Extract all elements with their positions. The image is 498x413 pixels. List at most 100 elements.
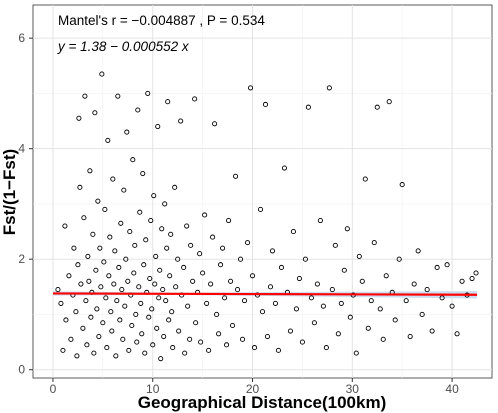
data-point [469,275,475,282]
data-point [149,306,155,312]
data-point [173,284,179,290]
data-point [100,320,106,326]
data-point [439,295,445,301]
data-point [218,262,224,268]
data-point [341,267,347,273]
data-point [106,273,112,279]
data-point [76,115,82,121]
data-point [329,287,335,293]
data-point [136,284,142,290]
data-point [175,256,181,262]
data-point [332,242,338,248]
data-point [287,328,293,334]
data-point [98,284,104,290]
data-point [60,347,66,353]
data-point [166,317,172,323]
data-point [163,298,169,304]
x-tick-label: 30 [346,382,360,396]
data-point [200,270,206,276]
data-point [302,256,308,262]
data-point [251,345,258,351]
data-point [152,281,158,287]
data-point [93,267,99,273]
data-point [104,345,110,351]
data-point [121,187,127,193]
data-point [114,298,120,304]
data-point [222,295,228,301]
data-point [96,334,102,340]
data-point [165,99,171,105]
plot-area [32,4,493,379]
data-point [160,287,166,293]
data-point [185,303,191,309]
data-point [317,217,323,224]
data-point [278,264,285,271]
data-point [434,264,440,271]
data-point [293,306,299,312]
data-point [140,170,146,177]
data-point [449,303,455,309]
data-point [97,245,103,251]
data-point [92,110,98,116]
data-point [305,104,311,110]
data-point [138,300,144,306]
data-point [90,231,96,237]
data-point [77,184,83,190]
data-point [162,201,168,207]
data-point [347,314,353,320]
data-point [157,267,163,273]
data-point [99,71,105,77]
data-point [239,336,246,342]
data-point [158,356,164,362]
data-point [154,325,160,331]
y-axis-ticks: 0 2 4 6 [18,31,33,377]
data-point [118,220,124,226]
data-point [130,157,136,163]
data-point [396,256,402,262]
data-point [429,328,435,334]
data-point [139,331,145,337]
data-point [71,245,77,251]
y-axis-title: Fst/(1−Fst) [0,149,19,235]
data-point [122,303,128,309]
data-point [119,287,125,293]
data-point [94,306,100,312]
data-point [267,284,274,290]
data-point [226,217,232,224]
y-tick-label: 2 [18,252,25,266]
data-point [182,350,188,356]
data-point [228,278,234,284]
data-point [272,300,279,306]
data-point [109,328,115,334]
data-point [102,206,108,213]
data-point [259,309,266,315]
data-point [411,281,417,287]
data-point [159,226,165,232]
data-point [129,322,135,329]
data-point [142,350,148,356]
data-point [82,93,88,99]
data-point [101,259,107,265]
data-point [120,336,126,342]
data-point [344,226,350,232]
data-point [424,287,430,293]
data-point [147,275,153,282]
data-point [320,303,326,309]
data-point [216,331,222,337]
data-point [365,325,371,331]
data-point [444,262,450,268]
data-point [95,198,101,204]
data-point [115,93,121,99]
data-point [107,234,113,240]
data-point [164,245,170,251]
data-point [473,270,479,276]
data-point [392,317,398,323]
data-point [131,270,137,276]
data-point [241,298,248,304]
data-point [356,253,362,259]
x-tick-label: 40 [445,382,459,396]
data-point [91,350,97,356]
data-point [197,251,203,257]
data-point [299,339,305,345]
data-point [151,193,157,199]
